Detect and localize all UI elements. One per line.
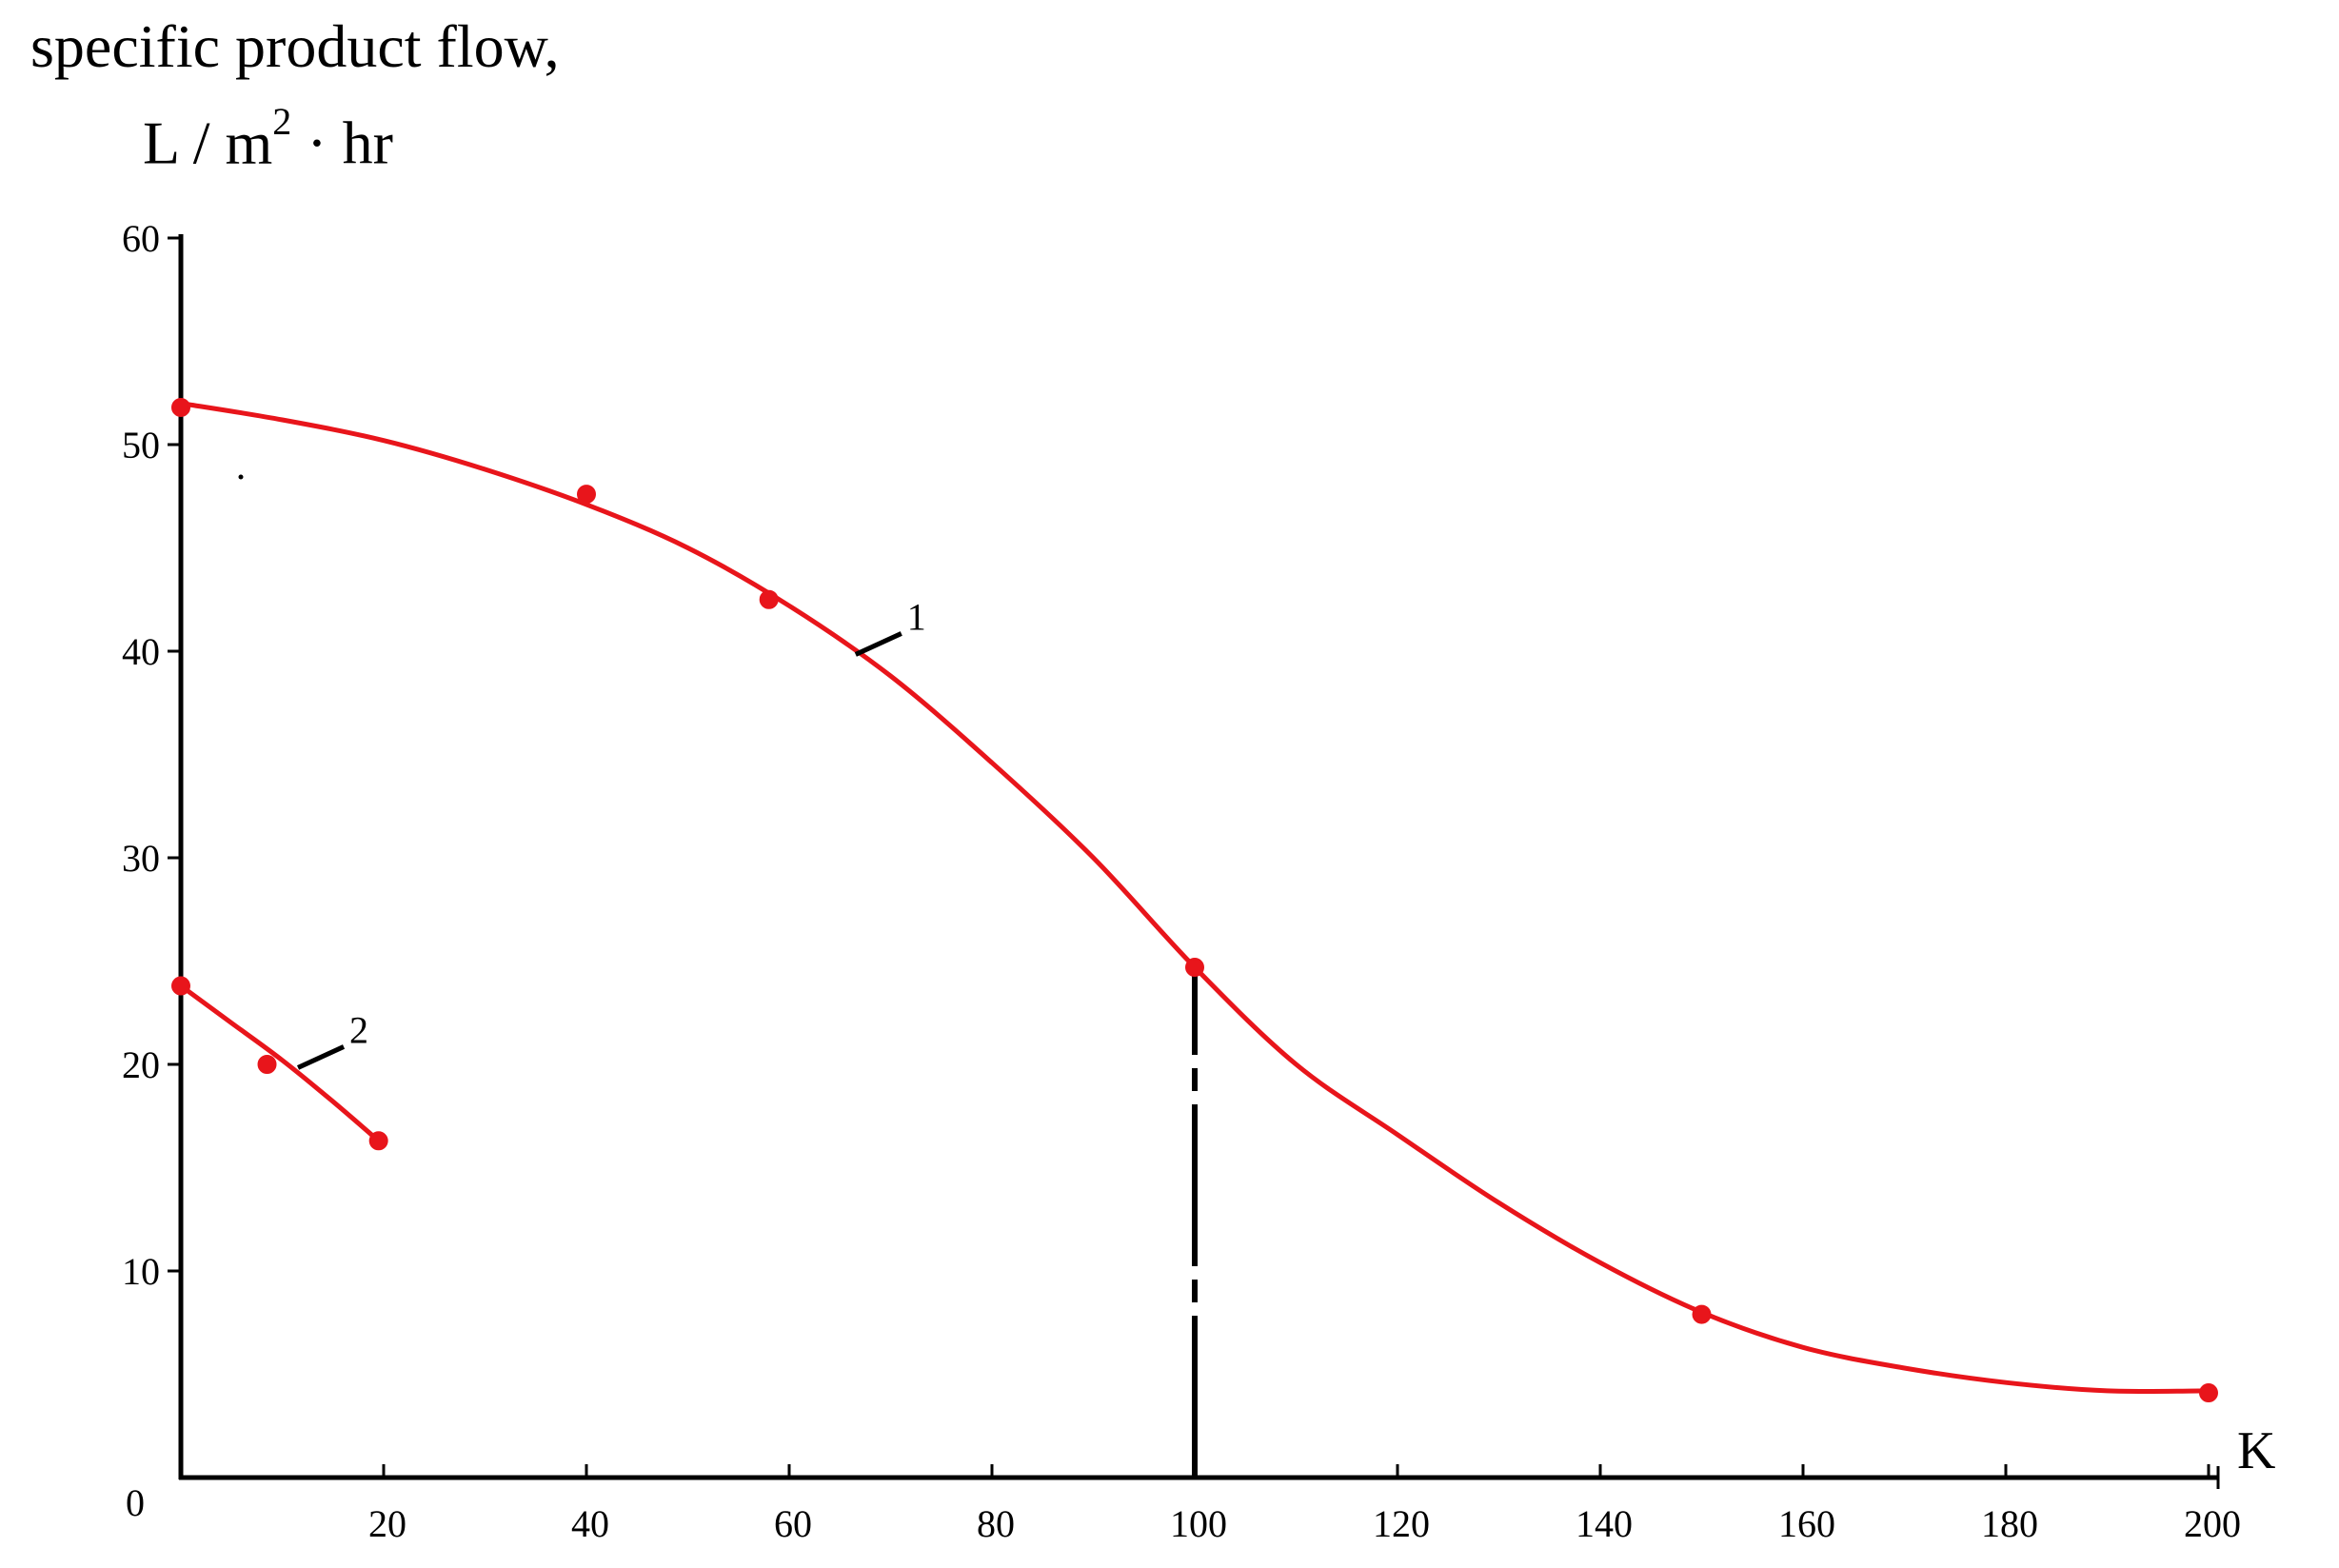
y-axis-unit-rest: · hr: [291, 109, 393, 177]
series-2-label-leader: [297, 1044, 346, 1070]
labels: 12: [238, 474, 926, 1070]
y-axis-unit-base: L / m: [143, 109, 273, 177]
x-tick-label-40: 40: [571, 1502, 609, 1545]
series-2-line: [178, 983, 382, 1143]
y-axis-title: specific product flow,: [30, 12, 560, 80]
x-tick-label-120: 120: [1373, 1502, 1430, 1545]
series-1-point-4: [1692, 1304, 1712, 1324]
y-tick-label-50: 50: [122, 424, 160, 466]
y-tick-label-40: 40: [122, 630, 160, 673]
series-1-label-leader: [854, 631, 902, 657]
y-tick-label-30: 30: [122, 837, 160, 880]
y-axis-unit: L / m2 · hr: [143, 100, 393, 178]
x-tick-label-180: 180: [1981, 1502, 2038, 1545]
stray-dot: [238, 474, 244, 480]
series-1-label: 1: [907, 595, 926, 638]
series-1-point-0: [171, 397, 190, 417]
y-tick-label-10: 10: [122, 1250, 160, 1293]
y-axis-unit-exponent: 2: [272, 100, 292, 143]
y-tick-label-20: 20: [122, 1043, 160, 1086]
x-tick-label-200: 200: [2184, 1502, 2241, 1545]
x-tick-label-100: 100: [1170, 1502, 1227, 1545]
series-1-point-3: [1185, 958, 1204, 978]
x-tick-label-140: 140: [1576, 1502, 1633, 1545]
x-tick-label-80: 80: [977, 1502, 1015, 1545]
y-tick-label-60: 60: [122, 217, 160, 260]
series-2-point-0: [171, 976, 190, 996]
origin-label: 0: [126, 1481, 145, 1524]
series-2-point-1: [257, 1055, 277, 1074]
series-2-point-2: [368, 1131, 388, 1151]
x-tick-label-60: 60: [774, 1502, 812, 1545]
series-1-point-2: [759, 589, 779, 609]
series: [171, 397, 2218, 1403]
axes: 20 40 60 80 100 120 140 160 180 200 10 20 30 40 50 60 0 K: [122, 217, 2275, 1545]
x-tick-label-160: 160: [1778, 1502, 1835, 1545]
series-1-point-1: [577, 485, 596, 505]
series-2-label: 2: [349, 1008, 368, 1051]
x-tick-label-20: 20: [368, 1502, 406, 1545]
series-1-point-5: [2199, 1383, 2218, 1403]
x-axis-title: K: [2237, 1421, 2275, 1480]
